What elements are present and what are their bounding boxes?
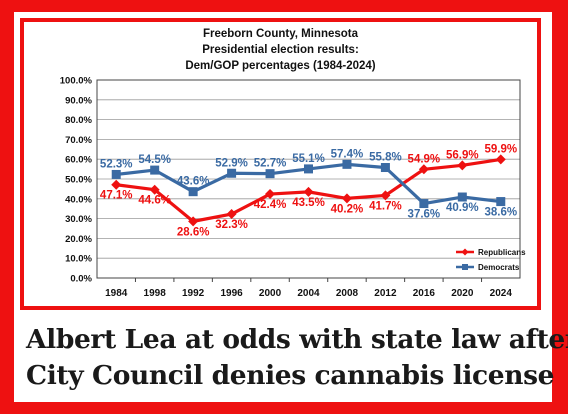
democrats-point	[380, 163, 390, 173]
chart-frame: Freeborn County, Minnesota Presidential …	[20, 18, 541, 310]
x-tick-label: 2016	[413, 288, 436, 299]
legend-republicans-marker	[461, 248, 469, 256]
republicans-point	[380, 190, 391, 201]
democrats-point	[150, 165, 160, 175]
x-tick-label: 1996	[220, 288, 243, 299]
y-tick-label: 30.0%	[65, 214, 92, 225]
democrats-data-label: 55.1%	[292, 153, 325, 165]
y-tick-label: 0.0%	[70, 274, 92, 285]
legend-republicans-label: Republicans	[478, 248, 526, 257]
x-tick-label: 1998	[144, 288, 167, 299]
y-tick-label: 20.0%	[65, 234, 92, 245]
headline-line-2: City Council denies cannabis license	[26, 360, 555, 391]
republicans-data-label: 44.6%	[138, 195, 171, 207]
republicans-data-label: 56.9%	[446, 149, 479, 161]
democrats-point	[188, 187, 198, 197]
republicans-point	[457, 160, 468, 171]
y-tick-label: 90.0%	[65, 95, 92, 106]
democrats-point	[265, 169, 275, 179]
headline-line-1: Albert Lea at odds with state law after	[26, 324, 568, 355]
republicans-point	[341, 193, 352, 204]
y-tick-label: 10.0%	[65, 254, 92, 265]
democrats-point	[227, 168, 237, 178]
line-chart: 0.0% 10.0% 20.0% 30.0% 40.0% 50.0% 60.0% 70.0% 8…	[60, 76, 526, 300]
democrats-data-label: 54.5%	[138, 154, 171, 166]
republicans-data-label: 59.9%	[484, 143, 517, 155]
chart-title-line-3: Dem/GOP percentages (1984-2024)	[185, 60, 376, 72]
x-tick-label: 2020	[451, 288, 474, 299]
democrats-point	[111, 169, 121, 179]
democrats-data-label: 43.6%	[177, 176, 210, 188]
democrats-data-label: 52.7%	[254, 158, 287, 170]
y-tick-label: 80.0%	[65, 115, 92, 126]
democrats-point	[457, 192, 467, 202]
republicans-point	[226, 209, 237, 220]
democrats-data-label: 37.6%	[408, 209, 441, 221]
chart-title-line-2: Presidential election results:	[202, 44, 359, 56]
y-tick-label: 40.0%	[65, 194, 92, 205]
republicans-data-label: 42.4%	[254, 199, 287, 211]
y-tick-label: 50.0%	[65, 175, 92, 186]
legend-democrats-marker	[462, 264, 468, 270]
republicans-data-label: 54.9%	[408, 153, 441, 165]
x-tick-label: 2008	[336, 288, 359, 299]
republicans-point	[265, 189, 276, 200]
republicans-data-label: 32.3%	[215, 219, 248, 231]
republicans-point	[303, 186, 314, 197]
legend-democrats-label: Democrats	[478, 263, 520, 272]
x-tick-label: 1984	[105, 288, 128, 299]
republicans-data-label: 41.7%	[369, 200, 402, 212]
x-tick-label: 2024	[490, 288, 513, 299]
democrats-data-label: 52.9%	[215, 157, 248, 169]
republicans-point	[111, 179, 122, 190]
democrats-point	[496, 197, 506, 207]
plot-border	[96, 79, 521, 279]
republicans-data-label: 40.2%	[331, 203, 364, 215]
republicans-point	[188, 216, 199, 227]
x-tick-label: 2004	[297, 288, 320, 299]
y-tick-label: 60.0%	[65, 155, 92, 166]
republicans-point	[495, 154, 506, 165]
republicans-point	[149, 184, 160, 195]
democrats-data-label: 38.6%	[484, 207, 517, 219]
democrats-data-label: 57.4%	[331, 148, 364, 160]
x-tick-label: 2000	[259, 288, 282, 299]
republicans-data-label: 43.5%	[292, 197, 325, 209]
chart-title-line-1: Freeborn County, Minnesota	[202, 28, 359, 40]
y-tick-label: 70.0%	[65, 135, 92, 146]
democrats-data-label: 40.9%	[446, 202, 479, 214]
y-tick-label: 100.0%	[60, 76, 93, 87]
x-tick-label: 1992	[182, 288, 205, 299]
democrats-point	[342, 159, 352, 169]
republicans-data-label: 28.6%	[177, 226, 210, 238]
republicans-data-label: 47.1%	[100, 190, 133, 202]
democrats-point	[419, 199, 429, 209]
republicans-point	[418, 164, 429, 175]
democrats-data-label: 55.8%	[369, 152, 402, 164]
democrats-data-label: 52.3%	[100, 158, 133, 170]
democrats-point	[304, 164, 313, 174]
x-tick-label: 2012	[374, 288, 397, 299]
